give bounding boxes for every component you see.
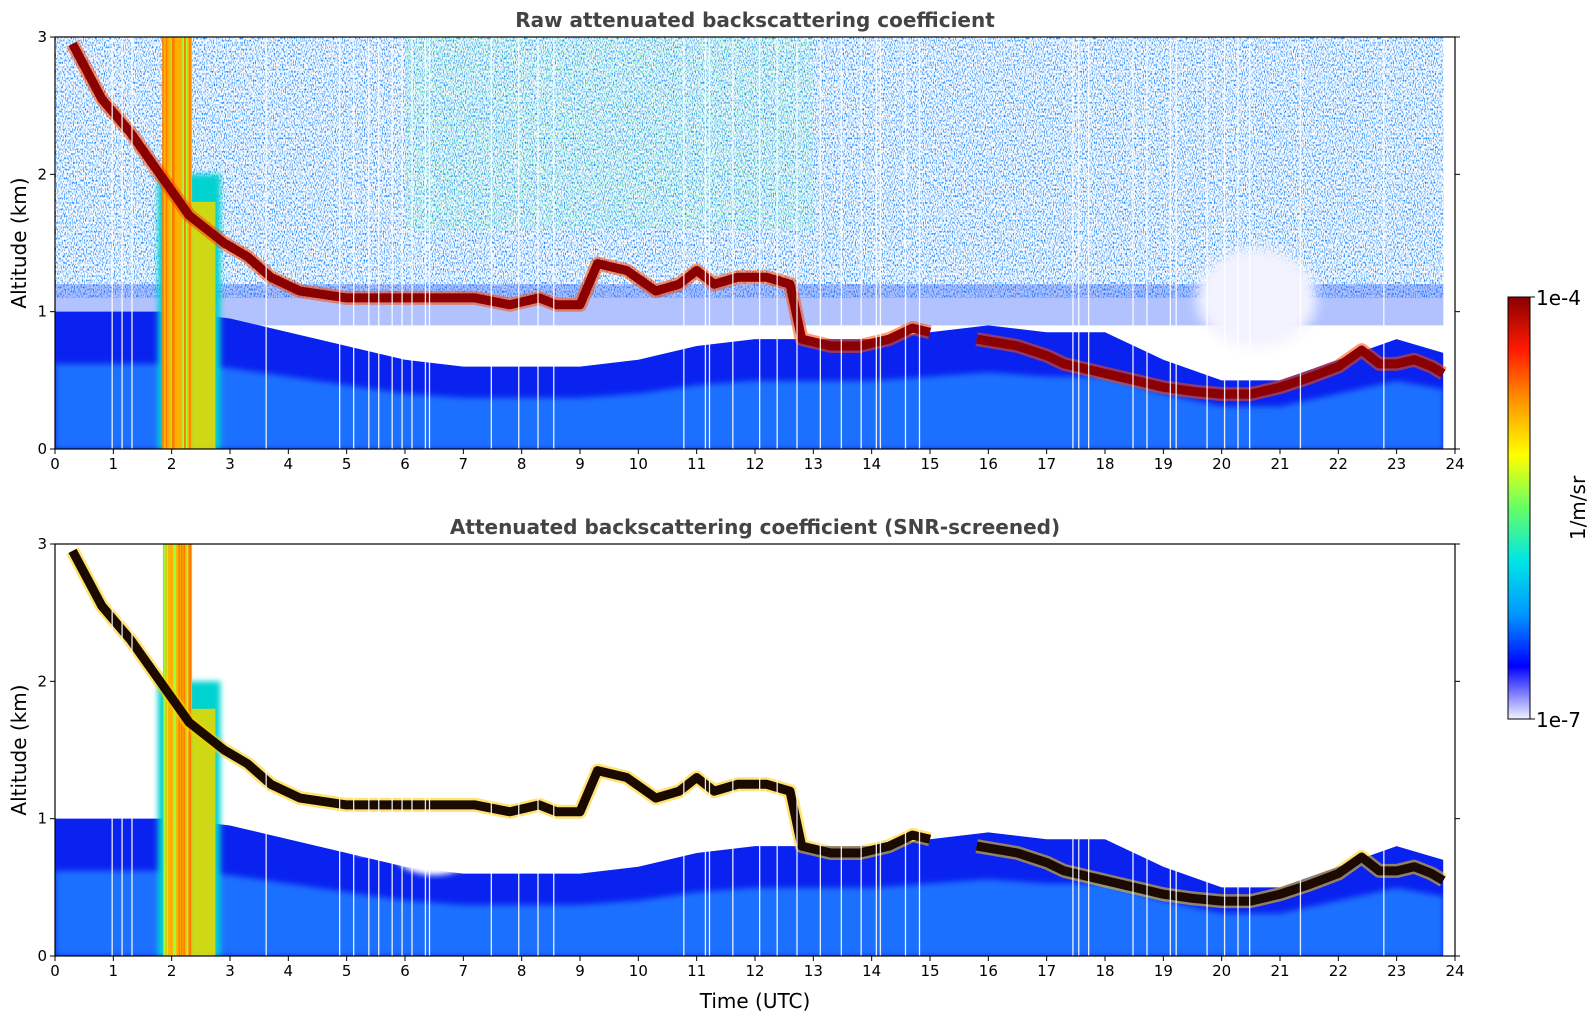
x-tick-label: 24 xyxy=(1445,455,1464,473)
x-tick-label: 1 xyxy=(109,962,119,980)
raw-backscatter-panel: Raw attenuated backscattering coefficien… xyxy=(7,8,1465,473)
x-tick-label: 8 xyxy=(517,455,527,473)
x-tick-label: 16 xyxy=(979,455,998,473)
x-tick-label: 23 xyxy=(1387,455,1406,473)
x-tick-label: 19 xyxy=(1154,962,1173,980)
low-cloud-trace xyxy=(975,841,1446,906)
y-tick-label: 0 xyxy=(37,440,47,458)
y-tick-label: 2 xyxy=(37,165,47,183)
cloud-layer-trace xyxy=(66,547,1447,909)
panel1-y-axis-label: Altitude (km) xyxy=(7,177,31,308)
panel2-x-axis-ticks: 0 1 2 3 4 5 6 7 8 9 10 11 12 13 14 15 16 17 18 19 20 21 22 23 24 xyxy=(50,956,1465,980)
x-tick-label: 21 xyxy=(1270,962,1289,980)
screened-void xyxy=(610,814,690,851)
y-tick-label: 3 xyxy=(37,535,47,553)
panel1-title: Raw attenuated backscattering coefficien… xyxy=(515,8,995,32)
x-tick-label: 20 xyxy=(1212,455,1231,473)
x-tick-label: 4 xyxy=(284,962,294,980)
precipitation-column xyxy=(157,37,221,449)
panel1-y-axis-ticks: 0 1 2 3 xyxy=(37,28,1460,458)
no-data-region xyxy=(1443,544,1455,956)
y-tick-label: 2 xyxy=(37,672,47,690)
y-tick-label: 1 xyxy=(37,810,47,828)
x-tick-label: 18 xyxy=(1095,455,1114,473)
x-tick-label: 13 xyxy=(804,962,823,980)
x-tick-label: 9 xyxy=(575,455,585,473)
x-tick-label: 2 xyxy=(167,455,177,473)
y-tick-label: 0 xyxy=(37,947,47,965)
x-tick-label: 6 xyxy=(400,455,410,473)
x-tick-label: 10 xyxy=(629,455,648,473)
panel1-x-axis-ticks: 0 1 2 3 4 5 6 7 8 9 10 11 12 13 14 15 16 17 18 19 20 21 22 23 24 xyxy=(50,449,1465,473)
x-tick-label: 20 xyxy=(1212,962,1231,980)
x-tick-label: 11 xyxy=(687,455,706,473)
colorbar: 1e-4 1e-7 1/m/sr xyxy=(1507,286,1590,732)
colorbar-min-label: 1e-7 xyxy=(1536,708,1581,732)
cloud-base-trace xyxy=(68,548,932,858)
data-gap-lines xyxy=(111,544,1385,956)
x-tick-label: 2 xyxy=(167,962,177,980)
x-tick-label: 10 xyxy=(629,962,648,980)
x-tick-label: 12 xyxy=(745,455,764,473)
colorbar-max-label: 1e-4 xyxy=(1536,286,1581,310)
panel2-title: Attenuated backscattering coefficient (S… xyxy=(450,515,1060,539)
x-tick-label: 18 xyxy=(1095,962,1114,980)
x-tick-label: 15 xyxy=(920,962,939,980)
x-tick-label: 0 xyxy=(50,962,60,980)
panel2-x-axis-label: Time (UTC) xyxy=(699,989,811,1013)
x-tick-label: 5 xyxy=(342,455,352,473)
colorbar-unit-label: 1/m/sr xyxy=(1566,475,1590,540)
y-tick-label: 1 xyxy=(37,303,47,321)
x-tick-label: 11 xyxy=(687,962,706,980)
no-data-region xyxy=(1443,37,1455,449)
x-tick-label: 23 xyxy=(1387,962,1406,980)
x-tick-label: 7 xyxy=(459,962,469,980)
x-tick-label: 9 xyxy=(575,962,585,980)
low-cloud-trace xyxy=(975,334,1446,399)
data-gap-lines xyxy=(111,37,1385,449)
x-tick-label: 5 xyxy=(342,962,352,980)
x-tick-label: 14 xyxy=(862,455,881,473)
x-tick-label: 14 xyxy=(862,962,881,980)
x-tick-label: 15 xyxy=(920,455,939,473)
x-tick-label: 4 xyxy=(284,455,294,473)
screened-backscatter-field xyxy=(55,544,1455,956)
x-tick-label: 19 xyxy=(1154,455,1173,473)
x-tick-label: 17 xyxy=(1037,455,1056,473)
x-tick-label: 12 xyxy=(745,962,764,980)
x-tick-label: 0 xyxy=(50,455,60,473)
precipitation-core xyxy=(162,37,193,449)
precipitation-column xyxy=(157,544,221,956)
precipitation-tail xyxy=(192,201,216,449)
screened-void xyxy=(352,831,377,856)
noise-speckle-aloft xyxy=(405,37,814,230)
x-tick-label: 22 xyxy=(1329,455,1348,473)
panel2-y-axis-ticks: 0 1 2 3 xyxy=(37,535,1460,965)
panel2-y-axis-label: Altitude (km) xyxy=(7,684,31,815)
precipitation-tail xyxy=(192,708,216,956)
x-tick-label: 3 xyxy=(225,962,235,980)
x-tick-label: 24 xyxy=(1445,962,1464,980)
x-tick-label: 1 xyxy=(109,455,119,473)
x-tick-label: 3 xyxy=(225,455,235,473)
x-tick-label: 8 xyxy=(517,962,527,980)
x-tick-label: 7 xyxy=(459,455,469,473)
y-tick-label: 3 xyxy=(37,28,47,46)
screened-backscatter-panel: Attenuated backscattering coefficient (S… xyxy=(7,515,1465,1013)
clear-sky-region xyxy=(1196,247,1317,348)
cloud-base-trace xyxy=(68,41,932,351)
x-tick-label: 17 xyxy=(1037,962,1056,980)
x-tick-label: 16 xyxy=(979,962,998,980)
x-tick-label: 22 xyxy=(1329,962,1348,980)
x-tick-label: 6 xyxy=(400,962,410,980)
x-tick-label: 13 xyxy=(804,455,823,473)
cloud-layer-trace xyxy=(66,40,1447,402)
x-tick-label: 21 xyxy=(1270,455,1289,473)
colorbar-gradient xyxy=(1507,296,1531,720)
